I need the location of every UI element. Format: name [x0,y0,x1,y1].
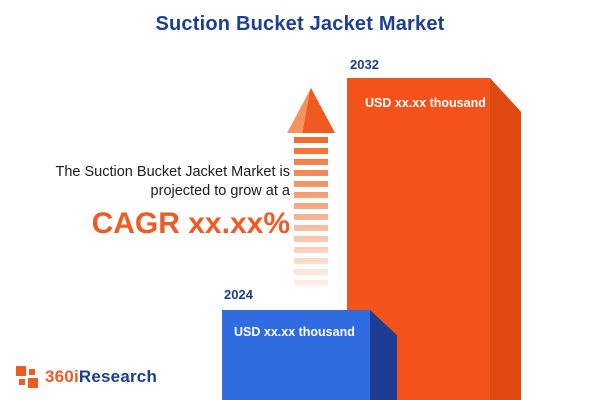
arrow-up-icon [287,88,335,133]
bar-2032-year-label: 2032 [350,57,379,72]
logo-text-360i: 360i [45,367,79,386]
logo-squares-icon [16,366,38,388]
logo: 360iResearch [16,366,157,388]
growth-annotation: The Suction Bucket Jacket Market is proj… [0,163,290,241]
logo-text-research: Research [78,367,158,386]
growth-text-line1: The Suction Bucket Jacket Market is [55,164,290,180]
bar-2024 [222,310,370,400]
growth-text-line2: projected to grow at a [150,182,290,199]
arrow-dashed-shaft-icon [294,137,328,289]
page-title: Suction Bucket Jacket Market [155,13,445,35]
bar-2032-value-label: USD xx.xx thousand [365,96,486,110]
bar-2032-side-face [490,78,521,400]
bar-2024-value-label: USD xx.xx thousand [234,325,355,339]
bar-2024-year-label: 2024 [224,287,253,302]
cagr-text: CAGR xx.xx% [91,207,290,241]
logo-wordmark: 360iResearch [45,367,157,387]
